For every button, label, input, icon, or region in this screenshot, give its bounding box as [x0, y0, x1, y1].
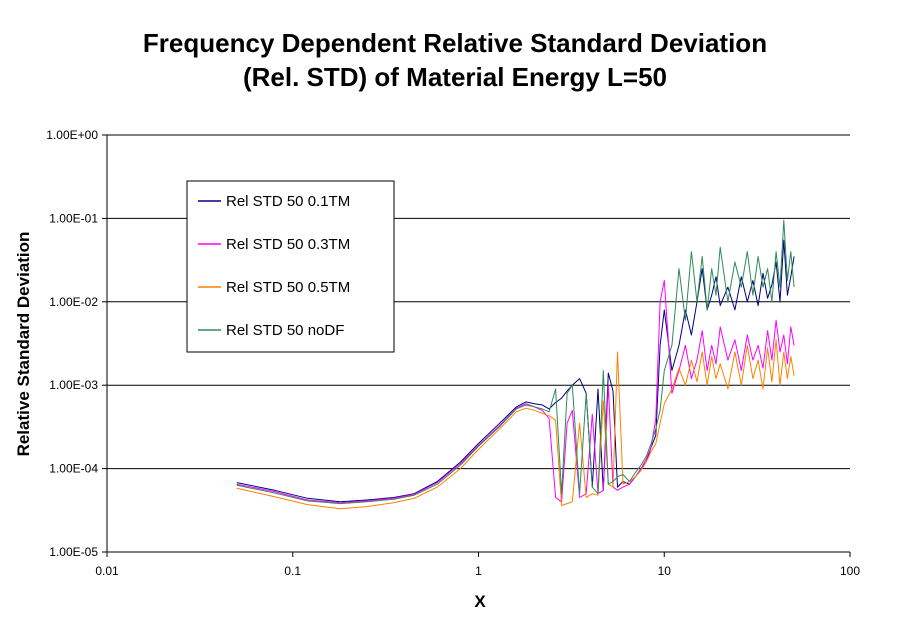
y-tick-label: 1.00E-05	[49, 545, 98, 559]
axes	[106, 135, 850, 553]
series-line-2	[236, 280, 795, 504]
legend-label: Rel STD 50 0.5TM	[226, 279, 350, 296]
x-tick-label: 1	[475, 564, 482, 578]
chart-title: Frequency Dependent Relative Standard De…	[143, 28, 767, 58]
y-tick-label: 1.00E-01	[49, 211, 98, 225]
legend-label: Rel STD 50 0.3TM	[226, 236, 350, 253]
y-tick-label: 1.00E-04	[49, 462, 98, 476]
series-line-3	[236, 339, 795, 510]
y-tick-label: 1.00E+00	[46, 128, 98, 142]
x-tick-label: 10	[658, 564, 672, 578]
x-tick-label: 100	[840, 564, 860, 578]
y-axis-label: Relative Standard Deviation	[14, 232, 33, 457]
legend-label: Rel STD 50 0.1TM	[226, 193, 350, 210]
y-tick-label: 1.00E-03	[49, 378, 98, 392]
plot-series	[236, 219, 795, 510]
x-tick-label: 0.01	[95, 564, 119, 578]
x-tick-labels: 0.01 0.1 1 10 100	[95, 564, 860, 578]
legend-label: Rel STD 50 noDF	[226, 322, 344, 339]
y-tick-labels: 1.00E-05 1.00E-04 1.00E-03 1.00E-02 1.00E-01…	[46, 128, 98, 559]
chart-subtitle: (Rel. STD) of Material Energy L=50	[243, 62, 667, 92]
x-axis-label: X	[474, 592, 486, 611]
x-tick-label: 0.1	[284, 564, 301, 578]
legend-box	[186, 180, 395, 353]
legend: Rel STD 50 0.1TM Rel STD 50 0.3TM Rel STD …	[186, 180, 395, 353]
series-line-4	[236, 219, 795, 505]
y-tick-label: 1.00E-02	[49, 295, 98, 309]
